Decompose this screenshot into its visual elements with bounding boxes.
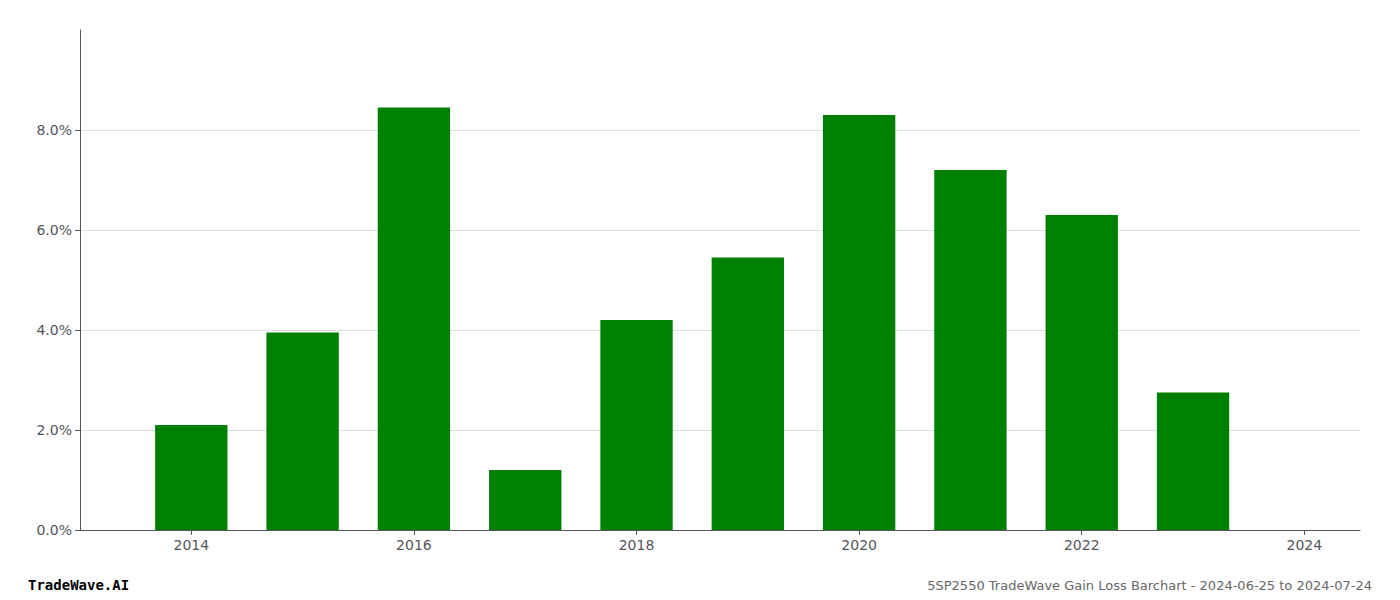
svg-text:2022: 2022 — [1064, 537, 1100, 553]
svg-text:2020: 2020 — [841, 537, 877, 553]
svg-text:2016: 2016 — [396, 537, 432, 553]
svg-text:2018: 2018 — [619, 537, 655, 553]
svg-text:2014: 2014 — [173, 537, 209, 553]
svg-text:2.0%: 2.0% — [36, 422, 72, 438]
svg-text:0.0%: 0.0% — [36, 522, 72, 538]
svg-text:6.0%: 6.0% — [36, 222, 72, 238]
svg-text:8.0%: 8.0% — [36, 122, 72, 138]
svg-text:4.0%: 4.0% — [36, 322, 72, 338]
svg-text:2024: 2024 — [1287, 537, 1323, 553]
svg-text:TradeWave.AI: TradeWave.AI — [28, 577, 129, 593]
svg-text:5SP2550 TradeWave Gain Loss Ba: 5SP2550 TradeWave Gain Loss Barchart - 2… — [927, 578, 1372, 593]
